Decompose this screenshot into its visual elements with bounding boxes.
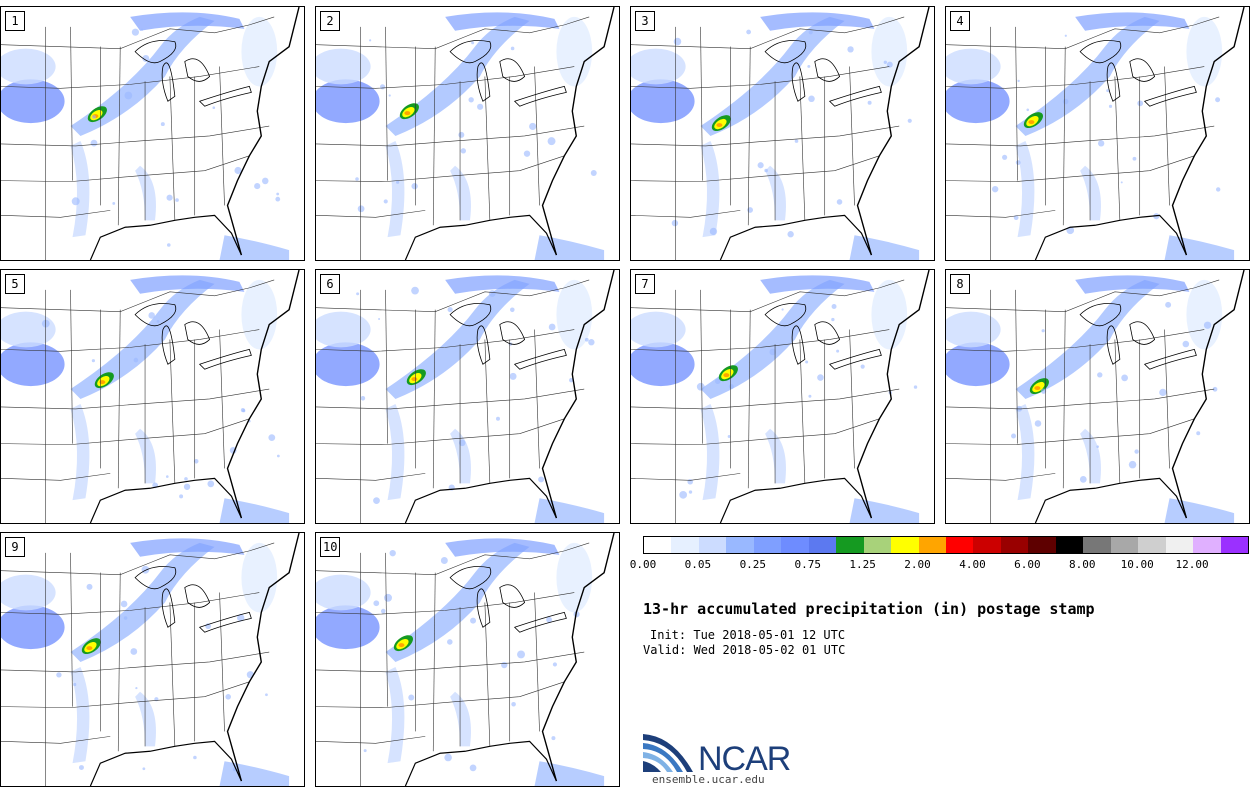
member-number-label: 1 [5,11,25,31]
map-panel-8: 8 [945,269,1250,524]
colorbar-tick-label: 1.25 [849,558,876,571]
colorbar-tick-label: 0.25 [739,558,767,571]
colorbar-segment [1028,537,1056,553]
colorbar-tick-label: 2.00 [904,558,931,571]
colorbar-tick-label: 8.00 [1069,558,1096,571]
website-text: ensemble.ucar.edu [652,773,765,786]
colorbar-segment [698,537,727,553]
colorbar-segment [1110,537,1139,553]
colorbar-tick-label: 0.05 [684,558,712,571]
map-panel-3: 3 [630,6,935,261]
member-number-label: 8 [950,274,970,294]
colorbar-segment [945,537,974,553]
colorbar-tick-label: 4.00 [959,558,986,571]
figure-title: 13-hr accumulated precipitation (in) pos… [643,600,1095,618]
map-panel-5: 5 [0,269,305,524]
map-panel-6: 6 [315,269,620,524]
colorbar-tick-label: 0.00 [629,558,657,571]
member-number-label: 9 [5,537,25,557]
map-panel-7: 7 [630,269,935,524]
init-time: Init: Tue 2018-05-01 12 UTC [650,628,846,642]
colorbar-segment [1138,537,1166,553]
colorbar-segment [671,537,699,553]
colorbar-segment [808,537,837,553]
colorbar-segment [1000,537,1029,553]
map-panel-2: 2 [315,6,620,261]
colorbar-tick-label: 10.00 [1120,558,1154,571]
member-number-label: 5 [5,274,25,294]
colorbar-segment [918,537,946,553]
colorbar-segment [726,537,754,553]
precipitation-colorbar [643,536,1249,554]
colorbar-segment [1165,537,1194,553]
member-number-label: 7 [635,274,655,294]
colorbar-segment [1055,537,1084,553]
colorbar-segment [863,537,892,553]
colorbar-segment [836,537,864,553]
map-panel-1: 1 [0,6,305,261]
member-number-label: 3 [635,11,655,31]
colorbar-segment [1220,537,1248,553]
colorbar-segment [1193,537,1221,553]
colorbar-tick-label: 6.00 [1014,558,1041,571]
map-panel-4: 4 [945,6,1250,261]
map-panel-9: 9 [0,532,305,787]
member-number-label: 4 [950,11,970,31]
colorbar-segment [891,537,919,553]
colorbar-segment [973,537,1001,553]
colorbar-segment [1083,537,1111,553]
colorbar-tick-label: 0.75 [794,558,821,571]
colorbar-tick-label: 12.00 [1175,558,1209,571]
member-number-label: 2 [320,11,340,31]
ncar-logo-text: NCAR [698,740,791,778]
member-number-label: 6 [320,274,340,294]
colorbar-segment [753,537,782,553]
colorbar-segment [644,537,672,553]
valid-time: Valid: Wed 2018-05-02 01 UTC [643,643,846,657]
map-panel-10: 10 [315,532,620,787]
ncar-logo-icon [643,734,693,772]
colorbar-segment [781,537,809,553]
member-number-label: 10 [320,537,341,557]
